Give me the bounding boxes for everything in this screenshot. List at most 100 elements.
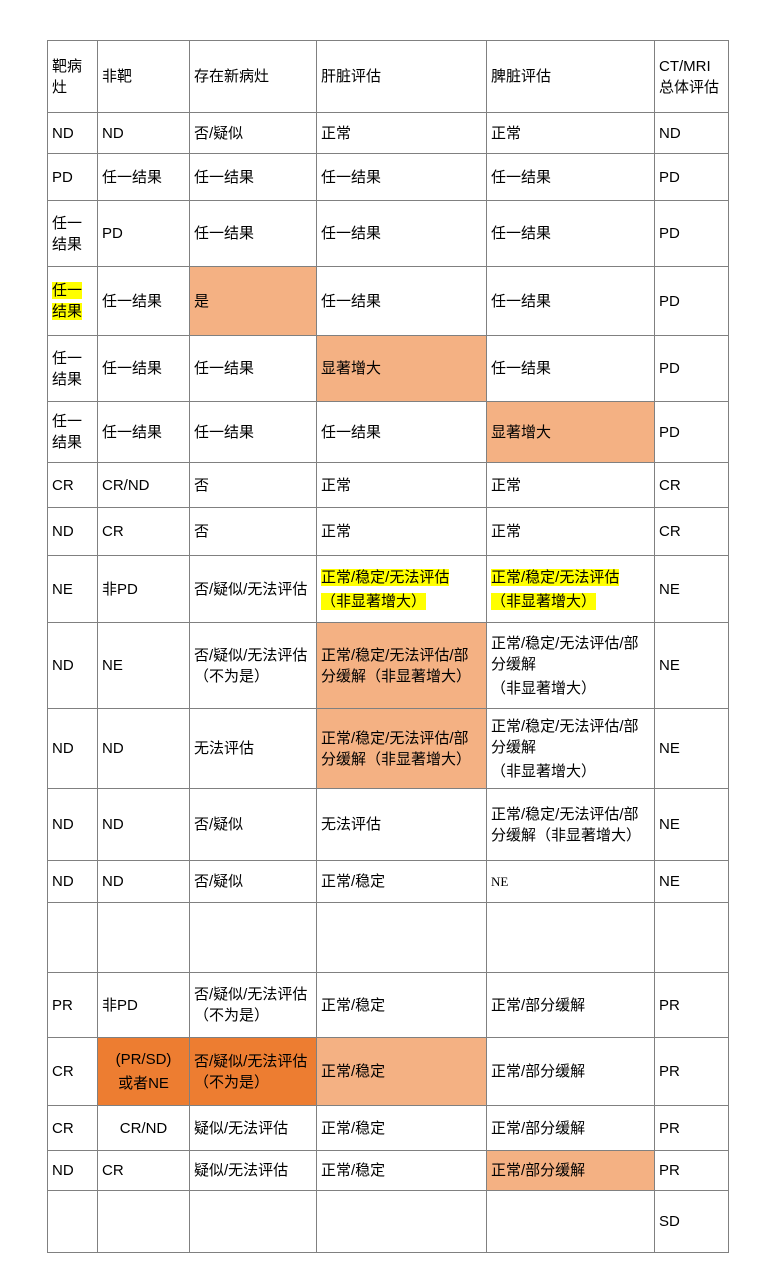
table-cell: 任一结果 (486, 153, 655, 201)
table-cell (97, 902, 190, 973)
table-cell: 任一结果 (97, 335, 190, 402)
table-cell: 任一结果 (189, 335, 317, 402)
table-cell: 正常 (316, 507, 487, 556)
table-cell: NE (47, 555, 98, 623)
table-cell: CR/ND (97, 462, 190, 508)
table-row: CR CR/ND 否正常 正常 CR (47, 462, 729, 508)
table-row: 任一结果 PD 任一结果 任一结果 任一结果 PD (47, 200, 729, 267)
header-row: 靶病灶 非靶 存在新病灶 肝脏评估 脾脏评估 CT/MRI总体评估 (47, 40, 729, 113)
table-cell: 任一结果 (316, 153, 487, 201)
table-cell: 任一结果 (97, 401, 190, 463)
column-header: 肝脏评估 (316, 40, 487, 113)
table-cell: CR/ND (97, 1105, 190, 1151)
table-cell: 无法评估 (189, 708, 317, 789)
table-row: NE 非PD 否/疑似/无法评估 正常/稳定/无法评估 （非显著增大） 正常/稳定/无法评… (47, 555, 729, 623)
table-cell: 正常/稳定/无法评估/部分缓解（非显著增大） (316, 708, 487, 789)
table-cell: 无法评估 (316, 788, 487, 861)
table-cell: 任一结果 (47, 335, 98, 402)
table-cell: 疑似/无法评估 (189, 1105, 317, 1151)
table-cell (47, 1190, 98, 1253)
table-cell: 否 (189, 462, 317, 508)
table-cell: ND (97, 860, 190, 903)
table-cell: 否 (189, 507, 317, 556)
table-cell: 任一结果 (316, 266, 487, 336)
column-header: 靶病灶 (47, 40, 98, 113)
table-cell: 正常 (486, 462, 655, 508)
table-cell: CR (654, 507, 729, 556)
table-row: ND ND 否/疑似 无法评估 正常/稳定/无法评估/部分缓解（非显著增大） NE (47, 788, 729, 861)
table-cell: PR (47, 972, 98, 1038)
table-cell (654, 902, 729, 973)
table-cell: 正常/稳定 (316, 1105, 487, 1151)
table-cell: (PR/SD) 或者NE (97, 1037, 190, 1106)
table-cell: NE (654, 708, 729, 789)
table-cell (97, 1190, 190, 1253)
table-cell: 任一结果 (189, 200, 317, 267)
table-cell: PD (654, 401, 729, 463)
table-cell (189, 902, 317, 973)
table-cell: 正常 (316, 112, 487, 154)
table-cell: 正常 (316, 462, 487, 508)
table-cell: ND (47, 622, 98, 709)
table-row: SD (47, 1190, 729, 1253)
table-cell: NE (654, 555, 729, 623)
table-row: PR 非PD 否/疑似/无法评估（不为是） 正常/稳定 正常/部分缓解 PR (47, 972, 729, 1038)
column-header: 非靶 (97, 40, 190, 113)
table-cell: 任一结果 (97, 153, 190, 201)
table-cell: PD (654, 153, 729, 201)
table-cell: NE (654, 622, 729, 709)
table-cell: 正常/稳定/无法评估/部分缓解（非显著增大） (486, 622, 655, 709)
table-cell: 正常/稳定 (316, 860, 487, 903)
table-cell: CR (97, 1150, 190, 1191)
table-cell: CR (47, 1105, 98, 1151)
table-cell: PD (97, 200, 190, 267)
table-cell: 否/疑似 (189, 788, 317, 861)
table-cell: ND (97, 112, 190, 154)
table-row: 任一结果 任一结果 任一结果 任一结果 显著增大 PD (47, 401, 729, 463)
table-cell: CR (97, 507, 190, 556)
column-header: 脾脏评估 (486, 40, 655, 113)
table-row: ND ND 无法评估 正常/稳定/无法评估/部分缓解（非显著增大） 正常/稳定/无法评估… (47, 708, 729, 789)
table-cell: 正常/稳定 (316, 1150, 487, 1191)
table-cell: 任一结果 (486, 266, 655, 336)
table-cell: ND (97, 788, 190, 861)
table-cell: 正常/稳定 (316, 972, 487, 1038)
table-cell: 正常/稳定/无法评估 （非显著增大） (316, 555, 487, 623)
table-cell: 否/疑似/无法评估（不为是） (189, 1037, 317, 1106)
table-cell: 正常/稳定/无法评估/部分缓解（非显著增大） (316, 622, 487, 709)
table-cell: 任一结果 (189, 401, 317, 463)
table-row (47, 902, 729, 973)
table-cell: PD (654, 200, 729, 267)
table-cell: NE (486, 860, 655, 903)
table-cell: 否/疑似/无法评估（不为是） (189, 622, 317, 709)
table-cell: PR (654, 1037, 729, 1106)
table-cell: PD (47, 153, 98, 201)
table-cell: ND (47, 860, 98, 903)
table-cell: 正常/稳定/无法评估/部分缓解（非显著增大） (486, 788, 655, 861)
table-cell: ND (47, 1150, 98, 1191)
table-row: 任一结果 任一结果 任一结果 显著增大 任一结果 PD (47, 335, 729, 402)
table-cell: 任一结果 (486, 200, 655, 267)
table-cell: 正常/稳定/无法评估/部分缓解（非显著增大） (486, 708, 655, 789)
table-header: 靶病灶 非靶 存在新病灶 肝脏评估 脾脏评估 CT/MRI总体评估 (47, 40, 729, 113)
table-row: ND ND 否/疑似 正常/稳定 NE NE (47, 860, 729, 903)
table-cell: 正常 (486, 507, 655, 556)
table-cell: 否/疑似/无法评估 (189, 555, 317, 623)
table-cell: 任一结果 (47, 266, 98, 336)
table-cell: 任一结果 (97, 266, 190, 336)
table-cell: ND (47, 788, 98, 861)
table-cell: 正常 (486, 112, 655, 154)
table-row: 任一结果 任一结果是任一结果 任一结果 PD (47, 266, 729, 336)
table-cell: PD (654, 266, 729, 336)
table-cell: 非PD (97, 972, 190, 1038)
table-cell: CR (47, 462, 98, 508)
table-cell: 正常/稳定 (316, 1037, 487, 1106)
table-cell: PR (654, 972, 729, 1038)
table-row: ND ND 否/疑似 正常 正常 ND (47, 112, 729, 154)
table-cell: 正常/稳定/无法评估 （非显著增大） (486, 555, 655, 623)
table-row: ND CR 否正常 正常 CR (47, 507, 729, 556)
table-row: CR CR/ND 疑似/无法评估 正常/稳定 正常/部分缓解 PR (47, 1105, 729, 1151)
table-cell: 正常/部分缓解 (486, 1037, 655, 1106)
table-cell: CR (47, 1037, 98, 1106)
table-row: CR (PR/SD) 或者NE 否/疑似/无法评估（不为是） 正常/稳定 正常/部分缓解 P… (47, 1037, 729, 1106)
